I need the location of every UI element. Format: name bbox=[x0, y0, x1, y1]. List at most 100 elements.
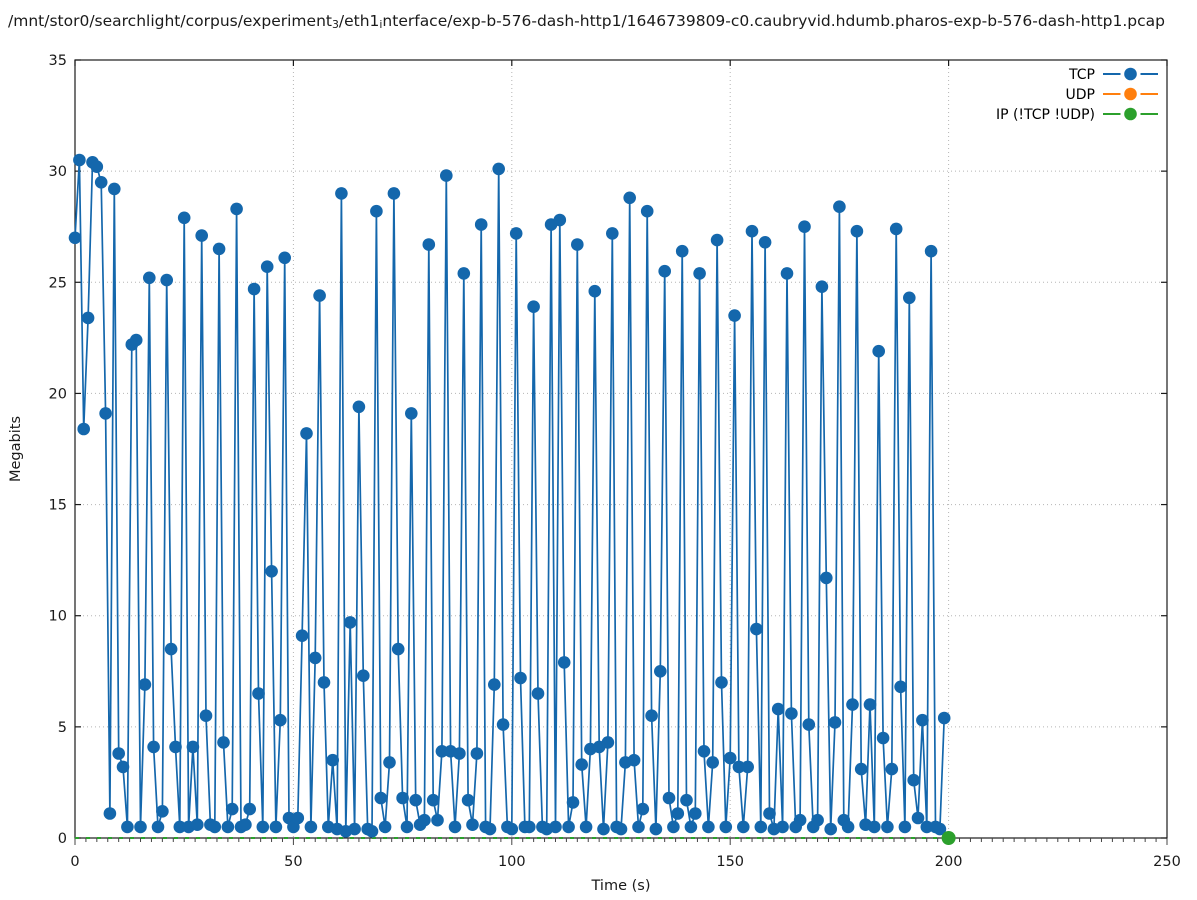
tcp-point bbox=[208, 820, 222, 834]
tcp-point bbox=[391, 642, 405, 656]
tcp-point bbox=[217, 736, 230, 749]
tcp-point bbox=[383, 756, 396, 769]
chart-title: /mnt/stor0/searchlight/corpus/experiment… bbox=[8, 12, 1165, 31]
tcp-point bbox=[247, 282, 261, 296]
tcp-point bbox=[278, 251, 292, 265]
tcp-point bbox=[348, 822, 361, 836]
tcp-point bbox=[435, 745, 449, 758]
tcp-point bbox=[697, 745, 711, 758]
y-axis-label: Megabits bbox=[8, 416, 24, 482]
tcp-point bbox=[758, 236, 772, 249]
x-tick-label: 50 bbox=[284, 854, 302, 870]
tcp-point bbox=[841, 820, 855, 834]
tcp-point bbox=[798, 220, 811, 233]
tcp-point bbox=[129, 333, 143, 347]
tcp-point bbox=[693, 267, 706, 280]
tcp-point bbox=[924, 244, 938, 258]
tcp-point bbox=[815, 280, 829, 294]
tcp-point bbox=[579, 820, 593, 834]
tcp-point bbox=[121, 820, 134, 834]
tcp-point bbox=[763, 807, 776, 820]
tcp-point bbox=[81, 311, 95, 325]
tcp-point bbox=[378, 820, 392, 834]
tcp-point bbox=[252, 687, 265, 700]
tcp-point bbox=[898, 820, 912, 834]
tcp-point bbox=[138, 678, 152, 691]
tcp-point bbox=[850, 224, 864, 238]
y-tick-label: 15 bbox=[49, 498, 67, 514]
tcp-point bbox=[400, 820, 414, 834]
tcp-point bbox=[260, 260, 274, 274]
tcp-point bbox=[317, 676, 331, 689]
tcp-point bbox=[571, 238, 584, 251]
tcp-point bbox=[680, 793, 693, 807]
tcp-point bbox=[597, 822, 610, 836]
tcp-point bbox=[601, 736, 615, 749]
tcp-point bbox=[239, 818, 252, 831]
legend-label-udp: UDP bbox=[1066, 87, 1095, 103]
tcp-point bbox=[684, 820, 698, 834]
tcp-point bbox=[903, 291, 916, 305]
tcp-point bbox=[335, 187, 348, 200]
tcp-point bbox=[741, 760, 754, 774]
tcp-point bbox=[549, 820, 562, 834]
y-tick-label: 10 bbox=[49, 609, 67, 625]
tcp-point bbox=[658, 264, 671, 278]
tcp-point bbox=[606, 227, 619, 240]
x-tick-label: 150 bbox=[716, 854, 744, 870]
tcp-point bbox=[745, 224, 759, 238]
tcp-point bbox=[352, 400, 366, 414]
tcp-point bbox=[937, 711, 951, 725]
tcp-point bbox=[780, 267, 794, 280]
tcp-point bbox=[894, 680, 907, 694]
legend-label-tcp: TCP bbox=[1068, 67, 1095, 83]
tcp-point bbox=[771, 702, 785, 716]
tcp-point bbox=[802, 718, 816, 731]
tcp-point bbox=[230, 202, 243, 216]
tcp-point bbox=[531, 687, 545, 700]
tcp-point bbox=[492, 162, 506, 176]
tcp-point bbox=[409, 793, 423, 807]
tcp-point bbox=[300, 427, 313, 440]
tcp-point bbox=[147, 740, 160, 754]
tcp-point bbox=[728, 309, 741, 322]
tcp-point bbox=[488, 678, 501, 691]
tcp-point bbox=[440, 169, 453, 182]
tcp-point bbox=[793, 813, 807, 827]
legend-label-ip: IP (!TCP !UDP) bbox=[996, 107, 1095, 123]
tcp-point bbox=[719, 820, 733, 834]
tcp-point bbox=[505, 822, 519, 836]
tcp-point bbox=[916, 713, 929, 727]
tcp-point bbox=[77, 422, 90, 436]
tcp-point bbox=[824, 822, 837, 836]
tcp-point bbox=[514, 671, 527, 685]
y-tick-label: 25 bbox=[49, 275, 67, 291]
y-tick-label: 35 bbox=[49, 53, 67, 69]
tcp-point bbox=[933, 822, 947, 836]
tcp-point bbox=[732, 760, 746, 774]
x-tick-label: 0 bbox=[70, 854, 79, 870]
legend-marker-udp-icon bbox=[1124, 87, 1137, 101]
tcp-point bbox=[326, 753, 340, 767]
tcp-point bbox=[265, 565, 278, 578]
tcp-point bbox=[702, 820, 715, 834]
x-tick-label: 200 bbox=[935, 854, 963, 870]
tcp-point bbox=[73, 153, 86, 167]
tcp-point bbox=[614, 822, 628, 836]
tcp-point bbox=[754, 820, 768, 834]
tcp-point bbox=[645, 709, 658, 722]
tcp-point bbox=[422, 238, 436, 251]
tcp-point bbox=[396, 791, 409, 805]
y-tick-label: 5 bbox=[58, 720, 67, 736]
tcp-point bbox=[116, 760, 130, 774]
tcp-point bbox=[737, 820, 750, 834]
ip-point bbox=[941, 831, 956, 845]
tcp-point bbox=[173, 820, 187, 834]
tcp-point bbox=[274, 713, 287, 727]
tcp-point bbox=[710, 233, 724, 247]
tcp-point bbox=[675, 244, 689, 258]
tcp-point bbox=[649, 822, 663, 836]
tcp-point bbox=[195, 229, 208, 242]
tcp-point bbox=[496, 718, 510, 731]
